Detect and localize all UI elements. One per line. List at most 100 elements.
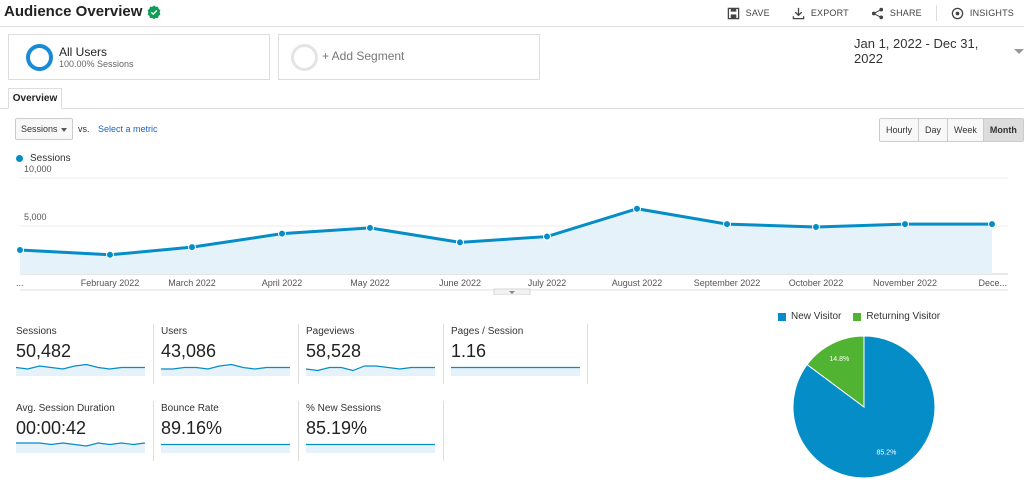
metric-tile[interactable]: % New Sessions 85.19% — [306, 403, 446, 463]
segment-all-users[interactable]: All Users 100.00% Sessions — [8, 34, 270, 80]
sessions-legend-label: Sessions — [30, 153, 71, 164]
select-metric-link[interactable]: Select a metric — [98, 124, 158, 134]
date-range-picker[interactable]: Jan 1, 2022 - Dec 31, 2022 — [854, 36, 1024, 66]
pie-slice-label: 14.8% — [829, 356, 849, 363]
metric-sparkline — [161, 443, 290, 453]
action-divider — [935, 5, 937, 21]
metric-tile[interactable]: Users 43,086 — [161, 326, 301, 386]
metric-label: Bounce Rate — [161, 403, 219, 414]
empty-segment-circle-icon — [291, 44, 318, 71]
metric-dropdown[interactable]: Sessions — [15, 118, 73, 140]
sessions-point[interactable] — [188, 243, 196, 252]
metric-label: % New Sessions — [306, 403, 382, 414]
sessions-point[interactable] — [633, 204, 641, 213]
sparkline-area — [161, 364, 290, 376]
x-tick-label: April 2022 — [262, 278, 303, 288]
sessions-line-chart: 10,000 5,000... February 2022 March 2022 Apr… — [16, 165, 1008, 295]
sparkline-area — [16, 443, 145, 453]
metric-divider — [587, 324, 588, 384]
page-title: Audience Overview — [4, 3, 161, 20]
pie-legend-new-visitor: New Visitor — [778, 311, 841, 322]
metric-tile[interactable]: Pages / Session 1.16 — [451, 326, 591, 386]
x-tick-label: ... — [16, 278, 24, 288]
sparkline-area — [161, 444, 290, 453]
metric-value: 89.16% — [161, 418, 223, 438]
x-tick-label: August 2022 — [612, 278, 663, 288]
metric-sparkline — [161, 363, 290, 376]
verified-check-icon — [148, 4, 161, 19]
date-range-text: Jan 1, 2022 - Dec 31, 2022 — [854, 36, 979, 66]
segment-circle-icon — [26, 44, 53, 71]
new-visitor-label: New Visitor — [791, 311, 842, 322]
metric-sparkline — [16, 442, 146, 453]
add-segment-label: + Add Segment — [322, 49, 405, 63]
returning-visitor-label: Returning Visitor — [866, 311, 941, 322]
sessions-point[interactable] — [106, 250, 114, 259]
chevron-down-icon — [1014, 48, 1024, 54]
metric-divider — [298, 324, 299, 384]
export-button[interactable]: EXPORT — [792, 7, 849, 20]
sessions-point[interactable] — [988, 220, 996, 229]
top-bar: Audience Overview SAVE EXPORT SHARE INSI… — [0, 0, 1024, 27]
pie-legend: New Visitor Returning Visitor — [778, 311, 940, 322]
sessions-point[interactable] — [366, 223, 374, 232]
segment-percentage: 100.00% Sessions — [59, 59, 134, 69]
metric-tile[interactable]: Sessions 50,482 — [16, 326, 156, 386]
sessions-point[interactable] — [723, 220, 731, 229]
x-tick-label: November 2022 — [873, 278, 937, 288]
chart-legend: Sessions — [16, 153, 71, 164]
x-tick-label: May 2022 — [350, 278, 390, 288]
pie-slice-label: 85.2% — [876, 450, 896, 457]
x-tick-label: June 2022 — [439, 278, 481, 288]
metric-tile[interactable]: Pageviews 58,528 — [306, 326, 446, 386]
metric-tile[interactable]: Bounce Rate 89.16% — [161, 403, 301, 463]
granularity-month-button[interactable]: Month — [983, 119, 1023, 141]
metric-divider — [298, 401, 299, 461]
share-button[interactable]: SHARE — [871, 7, 922, 20]
metric-value: 85.19% — [306, 418, 368, 438]
sparkline-area — [306, 444, 435, 453]
metric-sparkline — [306, 443, 435, 453]
granularity-hourly-button[interactable]: Hourly — [880, 119, 920, 141]
add-segment-button[interactable]: + Add Segment — [278, 34, 540, 80]
metric-dropdown-label: Sessions — [21, 124, 58, 134]
x-tick-label: February 2022 — [81, 278, 140, 288]
metric-tile[interactable]: Avg. Session Duration 00:00:42 — [16, 403, 156, 463]
x-tick-label: March 2022 — [168, 278, 216, 288]
insights-button[interactable]: INSIGHTS — [951, 7, 1014, 20]
collapse-caret-icon — [509, 291, 515, 294]
save-icon — [727, 7, 739, 19]
metric-sparkline — [16, 363, 145, 376]
pie-slice-returning-visitor[interactable] — [806, 335, 865, 408]
metric-divider — [153, 401, 154, 461]
sessions-point[interactable] — [456, 238, 464, 247]
sessions-point[interactable] — [901, 220, 909, 229]
x-tick-label: Dece... — [978, 278, 1007, 288]
sessions-point[interactable] — [812, 222, 820, 231]
metric-value: 58,528 — [306, 341, 362, 361]
x-tick-label: September 2022 — [694, 278, 761, 288]
visitor-pie-chart: 85.2% 14.8% — [792, 335, 936, 479]
sessions-line — [19, 207, 992, 257]
granularity-week-button[interactable]: Week — [948, 119, 984, 141]
new-visitor-swatch — [778, 312, 786, 321]
metric-value: 1.16 — [451, 341, 487, 361]
tab-overview[interactable]: Overview — [8, 88, 62, 109]
sessions-legend-dot — [16, 155, 23, 162]
share-label: SHARE — [889, 8, 922, 18]
tab-divider — [0, 108, 1024, 109]
save-button[interactable]: SAVE — [727, 7, 770, 20]
sparkline-line — [306, 365, 435, 372]
sessions-point[interactable] — [278, 229, 286, 238]
sessions-area — [20, 208, 992, 274]
metric-sparkline — [451, 366, 580, 376]
sessions-point[interactable] — [16, 246, 24, 254]
sparkline-area — [16, 364, 145, 376]
pie-legend-returning-visitor: Returning Visitor — [853, 311, 940, 322]
metric-divider — [153, 324, 154, 384]
metric-label: Pages / Session — [451, 326, 524, 337]
chevron-down-icon — [61, 128, 67, 132]
granularity-day-button[interactable]: Day — [919, 119, 949, 141]
sessions-point[interactable] — [543, 232, 551, 241]
metric-label: Users — [161, 326, 188, 337]
